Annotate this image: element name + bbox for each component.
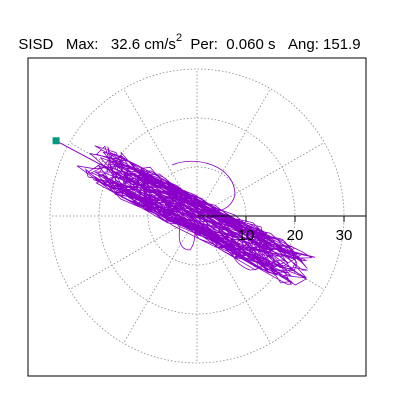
max-unit-exponent: 2 bbox=[175, 32, 183, 44]
grid-spoke-240 bbox=[123, 215, 198, 344]
axis-tick-label-10: 10 bbox=[238, 227, 255, 244]
grid-spoke-30 bbox=[196, 142, 325, 217]
station-code: SISD bbox=[18, 36, 54, 53]
angle-value: 151.9 bbox=[323, 36, 361, 53]
peak-marker-layer bbox=[52, 137, 60, 145]
peak-marker bbox=[52, 137, 60, 145]
amplitude-axis: 10 20 30 bbox=[197, 215, 366, 244]
max-value: 32.6 cm/s bbox=[110, 36, 176, 53]
plot-header: SISD Max: 32.6 cm/s2 Per: 0.060 s Ang: 1… bbox=[10, 17, 361, 53]
motion-trace-path bbox=[76, 145, 316, 286]
plot-frame bbox=[27, 57, 367, 377]
period-label: Per: bbox=[190, 36, 218, 53]
angle-label: Ang: bbox=[288, 36, 319, 53]
polar-grid-spokes bbox=[50, 69, 325, 363]
axis-tick-label-30: 30 bbox=[336, 227, 353, 244]
motion-trace bbox=[55, 140, 316, 286]
axis-tick-label-20: 20 bbox=[287, 227, 304, 244]
peak-vector-line bbox=[55, 140, 198, 217]
max-label: Max: bbox=[65, 36, 99, 53]
period-value: 0.060 s bbox=[226, 36, 276, 53]
grid-spoke-60 bbox=[196, 88, 271, 217]
grid-spoke-210 bbox=[69, 215, 198, 290]
